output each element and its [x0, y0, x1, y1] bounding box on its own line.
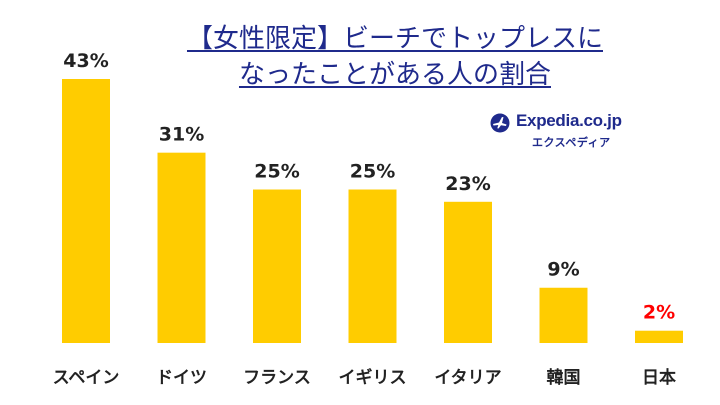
bar-4 — [348, 189, 397, 343]
logo-sub-text: エクスペディア — [532, 136, 611, 149]
logo-brand-text: Expedia.co.jp — [516, 111, 622, 130]
bar-6 — [539, 287, 588, 343]
value-label-7: 2% — [643, 302, 675, 324]
chart-title-line-1: 【女性限定】ビーチでトップレスに — [186, 24, 603, 54]
value-label-3: 25% — [254, 161, 299, 183]
category-label-1: スペイン — [53, 368, 120, 388]
value-label-1: 43% — [63, 50, 108, 72]
chart-title-line-2: なったことがある人の割合 — [238, 60, 551, 90]
category-label-6: 韓国 — [547, 367, 581, 388]
bar-3 — [253, 189, 301, 343]
airplane-globe-icon — [490, 113, 510, 133]
bar-7 — [635, 330, 683, 343]
category-label-2: ドイツ — [156, 368, 207, 388]
bar-1 — [62, 79, 110, 343]
bar-5 — [444, 201, 492, 343]
value-label-4: 25% — [350, 161, 395, 183]
category-label-3: フランス — [243, 368, 311, 388]
value-label-5: 23% — [445, 173, 490, 195]
category-label-5: イタリア — [434, 368, 501, 388]
value-label-6: 9% — [547, 259, 579, 281]
category-label-7: 日本 — [642, 367, 676, 388]
value-label-2: 31% — [159, 124, 204, 146]
bar-2 — [157, 152, 206, 343]
expedia-logo: Expedia.co.jp エクスペディア — [490, 111, 630, 151]
category-label-4: イギリス — [339, 368, 407, 388]
